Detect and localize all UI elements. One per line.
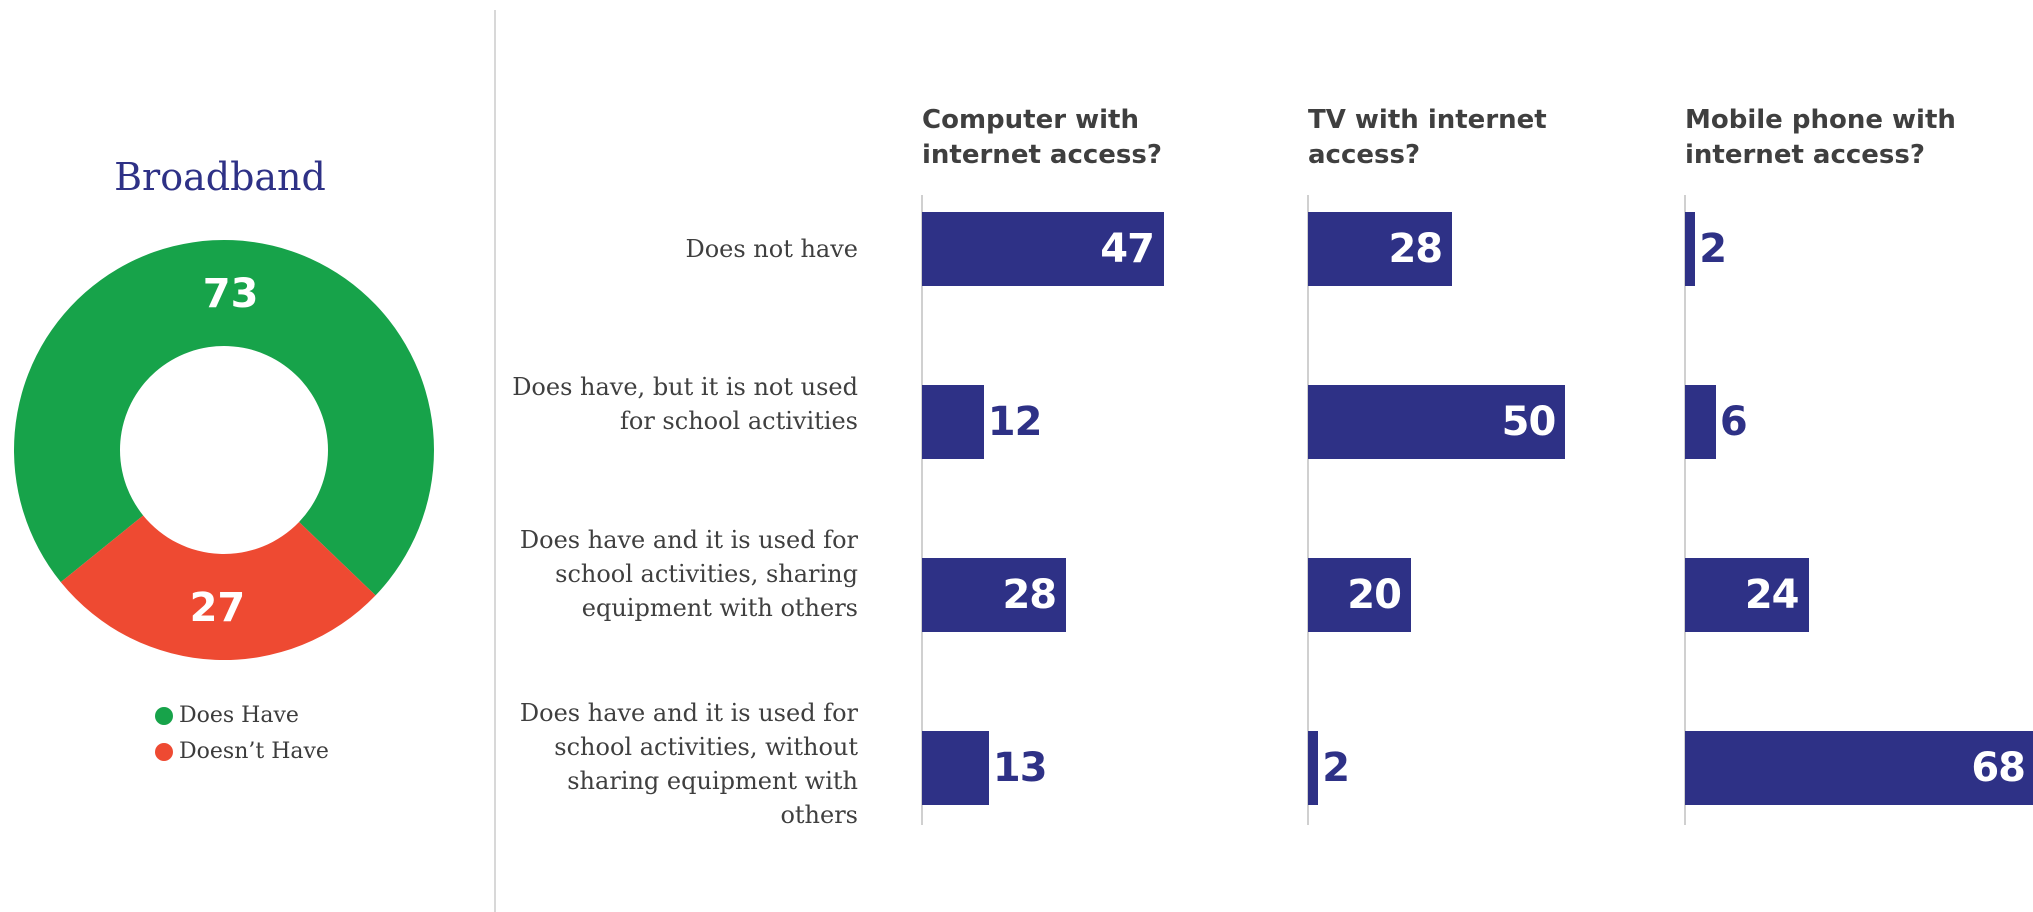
bar-value-mobile-does-not-have: 2	[1699, 226, 1727, 272]
bar-computer-used-sharing	[922, 558, 1067, 632]
panel-title-computer: Computer with internet access?	[922, 105, 1162, 170]
donut-title: Broadband	[114, 155, 326, 199]
axis-line-mobile	[1684, 195, 1686, 825]
bar-computer-used-not-sharing	[922, 731, 989, 805]
row-label-used-not-sharing: Does have and it is used for school acti…	[519, 699, 858, 829]
bar-value-mobile-used-not-sharing: 68	[1971, 745, 2026, 791]
bar-computer-not-used	[922, 385, 984, 459]
bar-value-tv-used-not-sharing: 2	[1322, 745, 1350, 791]
panel-title-tv: TV with internet access?	[1308, 105, 1547, 170]
legend-label-does-have: Does Have	[179, 703, 299, 728]
axis-line-tv	[1307, 195, 1309, 825]
row-label-not-used: Does have, but it is not used for school…	[512, 373, 858, 435]
bar-tv-used-sharing	[1308, 558, 1411, 632]
legend-marker-doesnt-have	[155, 743, 173, 761]
donut-value-doesnt-have: 27	[190, 585, 246, 631]
bar-tv-does-not-have	[1308, 212, 1453, 286]
legend-item-doesnt-have: Doesn’t Have	[155, 734, 329, 770]
bar-mobile-used-not-sharing	[1685, 731, 2033, 805]
bar-value-computer-used-sharing: 28	[1002, 572, 1057, 618]
bar-value-computer-does-not-have: 47	[1100, 226, 1155, 272]
bar-tv-used-not-sharing	[1308, 731, 1319, 805]
bar-value-mobile-used-sharing: 24	[1744, 572, 1800, 618]
legend-item-does-have: Does Have	[155, 698, 329, 734]
donut-value-does-have: 73	[203, 271, 259, 317]
row-label-used-sharing: Does have and it is used for school acti…	[519, 526, 858, 622]
axis-line-computer	[921, 195, 923, 825]
bar-mobile-used-sharing	[1685, 558, 1809, 632]
bar-value-computer-used-not-sharing: 13	[992, 745, 1048, 791]
bar-value-tv-used-sharing: 20	[1347, 572, 1402, 618]
bar-value-computer-not-used: 12	[987, 399, 1043, 445]
bar-tv-not-used	[1308, 385, 1566, 459]
donut-slice-doesnt-have	[60, 515, 376, 660]
bar-value-mobile-not-used: 6	[1719, 399, 1748, 445]
section-divider	[494, 10, 496, 912]
row-label-does-not-have: Does not have	[685, 235, 858, 263]
bar-value-tv-does-not-have: 28	[1388, 226, 1443, 272]
bar-computer-does-not-have	[922, 212, 1164, 286]
bar-mobile-does-not-have	[1685, 212, 1696, 286]
bar-mobile-not-used	[1685, 385, 1716, 459]
panel-title-mobile: Mobile phone with internet access?	[1685, 105, 1956, 170]
bar-value-tv-not-used: 50	[1501, 399, 1557, 445]
legend-marker-does-have	[155, 707, 173, 725]
donut-legend: Does Have Doesn’t Have	[155, 698, 329, 770]
donut-chart: 73 27	[13, 240, 435, 660]
donut-slice-does-have	[13, 240, 435, 596]
legend-label-doesnt-have: Doesn’t Have	[179, 739, 329, 764]
